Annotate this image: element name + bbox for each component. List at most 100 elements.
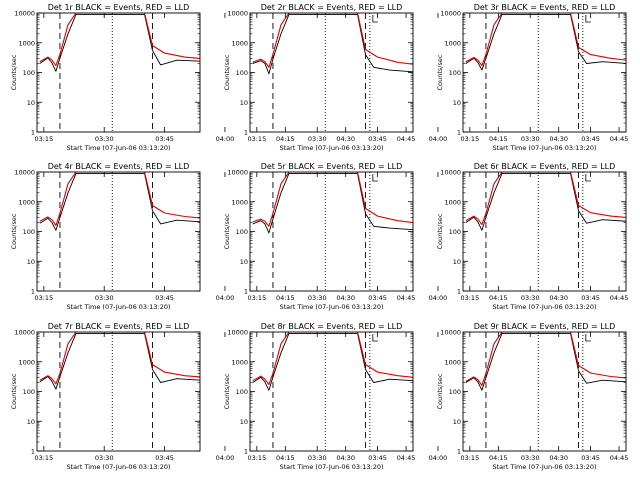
y-tick-label: 100 <box>449 228 461 236</box>
x-tick-label: 04:15 <box>489 294 508 302</box>
y-tick-label: 1000 <box>231 358 248 366</box>
y-tick-label: 10 <box>27 418 35 426</box>
y-tick-label: 10000 <box>227 169 248 177</box>
series-group <box>252 332 413 391</box>
x-tick-label: 03:45 <box>581 135 600 143</box>
x-tick-label: 03:30 <box>95 135 114 143</box>
y-tick-label: 10 <box>453 99 461 107</box>
x-tick-label: 03:30 <box>308 454 327 462</box>
panel-title: Det 4r BLACK = Events, RED = LLD <box>48 162 190 171</box>
x-axis-label: Start Time (07-Jun-06 03:13:20) <box>493 303 597 311</box>
y-tick-label: 10000 <box>440 169 461 177</box>
x-tick-label: 04:45 <box>397 454 416 462</box>
series-line-lld <box>465 13 626 67</box>
series-line-lld <box>252 13 413 68</box>
y-axis-label: Counts/sec <box>436 213 444 249</box>
y-axis-label: Counts/sec <box>436 373 444 409</box>
x-tick-label: 04:00 <box>429 135 448 143</box>
y-tick-label: 10000 <box>227 10 248 18</box>
x-tick-label: 04:30 <box>336 135 355 143</box>
series-line-lld <box>39 13 200 67</box>
y-tick-label: 1000 <box>444 39 461 47</box>
series-line-lld <box>465 332 626 386</box>
x-tick-label: 03:45 <box>581 454 600 462</box>
series-line-events <box>252 172 413 234</box>
x-tick-label: 04:45 <box>397 294 416 302</box>
x-tick-label: 03:45 <box>155 294 174 302</box>
y-tick-label: 100 <box>449 388 461 396</box>
x-tick-label: 03:15 <box>460 294 479 302</box>
panel-title: Det 8r BLACK = Events, RED = LLD <box>261 322 403 331</box>
x-tick-label: 04:15 <box>276 454 295 462</box>
y-tick-label: 1000 <box>444 358 461 366</box>
x-tick-label: 04:45 <box>610 294 629 302</box>
y-tick-label: 10000 <box>440 10 461 18</box>
y-tick-label: 10000 <box>440 329 461 337</box>
y-tick-label: 1 <box>457 448 461 456</box>
x-tick-label: 03:45 <box>155 135 174 143</box>
y-tick-label: 100 <box>236 228 248 236</box>
detector-panel-2: Det 2r BLACK = Events, RED = LLD11010010… <box>223 3 629 152</box>
y-tick-label: 1000 <box>231 39 248 47</box>
x-tick-label: 03:45 <box>368 294 387 302</box>
series-group <box>39 172 200 231</box>
detector-panel-8: Det 8r BLACK = Events, RED = LLD 1 10 100 10… <box>223 322 628 471</box>
y-axis-label: Counts/sec <box>223 373 231 409</box>
series-line-lld <box>252 332 413 386</box>
y-tick-label: 1 <box>31 288 35 296</box>
y-tick-label: 10 <box>453 258 461 266</box>
panel-title: Det 6r BLACK = Events, RED = LLD <box>474 162 616 171</box>
x-tick-label: 03:15 <box>247 135 266 143</box>
y-tick-label: 100 <box>23 388 35 396</box>
x-tick-label: 03:30 <box>95 294 114 302</box>
y-tick-label: 1 <box>31 129 35 137</box>
plot-frame <box>249 171 414 292</box>
x-tick-label: 04:00 <box>216 135 235 143</box>
y-tick-label: 10 <box>453 418 461 426</box>
bracket-mark <box>372 15 378 23</box>
series-line-events <box>465 13 626 71</box>
x-tick-label: 03:45 <box>155 454 174 462</box>
x-tick-label: 03:15 <box>34 294 53 302</box>
x-tick-label: 04:00 <box>429 454 448 462</box>
y-tick-label: 100 <box>236 69 248 77</box>
y-axis-label: Counts/sec <box>223 213 231 249</box>
x-tick-label: 03:15 <box>460 135 479 143</box>
x-tick-label: 04:15 <box>489 135 508 143</box>
y-tick-label: 100 <box>236 388 248 396</box>
series-group <box>465 13 626 71</box>
y-tick-label: 1000 <box>18 358 35 366</box>
y-tick-label: 10 <box>240 418 248 426</box>
x-tick-label: 03:30 <box>308 294 327 302</box>
x-tick-label: 04:30 <box>549 294 568 302</box>
plot-frame <box>462 12 627 133</box>
detector-panel-7: Det 7r BLACK = Events, RED = LLD11010010… <box>10 322 416 471</box>
y-tick-label: 10 <box>27 258 35 266</box>
y-axis-label: Counts/sec <box>10 213 18 249</box>
x-tick-label: 03:30 <box>308 135 327 143</box>
plot-frame <box>36 331 201 452</box>
x-tick-label: 04:30 <box>549 454 568 462</box>
series-line-events <box>465 332 626 391</box>
series-group <box>39 13 200 72</box>
x-tick-label: 04:45 <box>397 135 416 143</box>
series-line-lld <box>39 172 200 226</box>
x-tick-label: 04:45 <box>610 135 629 143</box>
detector-panel-1: Det 1r BLACK = Events, RED = LLD11010010… <box>10 3 416 152</box>
x-tick-label: 04:15 <box>489 454 508 462</box>
bracket-mark <box>585 334 591 342</box>
series-group <box>465 172 626 231</box>
x-axis-label: Start Time (07-Jun-06 03:13:20) <box>493 144 597 152</box>
series-line-lld <box>252 172 413 227</box>
y-tick-label: 100 <box>23 69 35 77</box>
x-axis-label: Start Time (07-Jun-06 03:13:20) <box>280 463 384 471</box>
x-tick-label: 03:15 <box>247 454 266 462</box>
x-tick-label: 03:45 <box>368 454 387 462</box>
bracket-mark <box>372 174 378 182</box>
detector-panel-4: Det 4r BLACK = Events, RED = LLD 1 10 100 10… <box>10 162 416 311</box>
x-tick-label: 03:30 <box>521 135 540 143</box>
x-axis-label: Start Time (07-Jun-06 03:13:20) <box>493 463 597 471</box>
x-tick-label: 03:45 <box>368 135 387 143</box>
x-tick-label: 04:30 <box>336 294 355 302</box>
panel-title: Det 5r BLACK = Events, RED = LLD <box>261 162 403 171</box>
